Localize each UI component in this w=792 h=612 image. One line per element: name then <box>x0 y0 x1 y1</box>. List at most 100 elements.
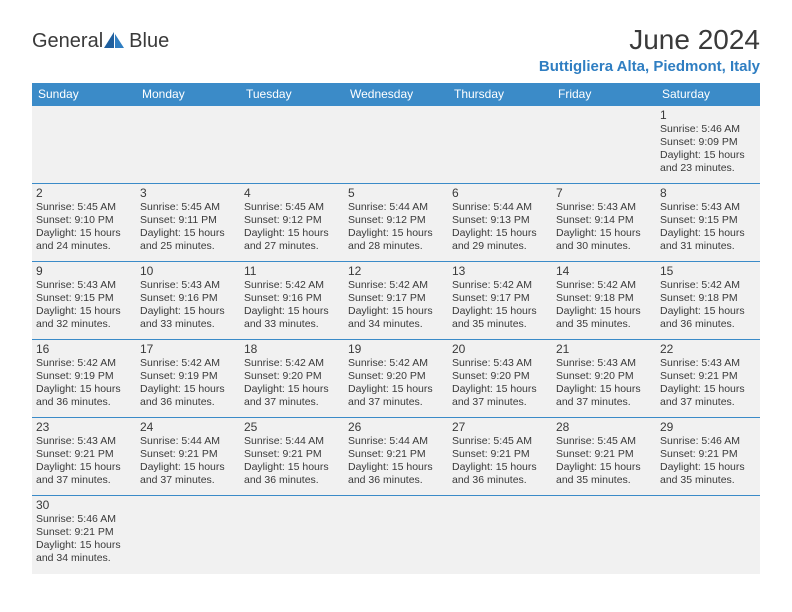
daylight-text: Daylight: 15 hours and 37 minutes. <box>556 383 652 409</box>
sunrise-text: Sunrise: 5:44 AM <box>348 435 444 448</box>
sunset-text: Sunset: 9:19 PM <box>36 370 132 383</box>
sunset-text: Sunset: 9:16 PM <box>244 292 340 305</box>
sunrise-text: Sunrise: 5:43 AM <box>36 279 132 292</box>
calendar-week-row: 9Sunrise: 5:43 AMSunset: 9:15 PMDaylight… <box>32 262 760 340</box>
sunset-text: Sunset: 9:19 PM <box>140 370 236 383</box>
day-number: 15 <box>660 264 756 278</box>
calendar-day-cell <box>240 106 344 184</box>
sunrise-text: Sunrise: 5:44 AM <box>244 435 340 448</box>
sunset-text: Sunset: 9:21 PM <box>452 448 548 461</box>
day-number: 25 <box>244 420 340 434</box>
day-number: 1 <box>660 108 756 122</box>
calendar-day-cell: 30Sunrise: 5:46 AMSunset: 9:21 PMDayligh… <box>32 496 136 574</box>
brand-name-a: General <box>32 30 103 53</box>
daylight-text: Daylight: 15 hours and 36 minutes. <box>140 383 236 409</box>
calendar-day-cell: 19Sunrise: 5:42 AMSunset: 9:20 PMDayligh… <box>344 340 448 418</box>
daylight-text: Daylight: 15 hours and 37 minutes. <box>140 461 236 487</box>
day-number: 30 <box>36 498 132 512</box>
daylight-text: Daylight: 15 hours and 36 minutes. <box>452 461 548 487</box>
day-number: 9 <box>36 264 132 278</box>
daylight-text: Daylight: 15 hours and 37 minutes. <box>452 383 548 409</box>
calendar-day-cell: 9Sunrise: 5:43 AMSunset: 9:15 PMDaylight… <box>32 262 136 340</box>
calendar-week-row: 16Sunrise: 5:42 AMSunset: 9:19 PMDayligh… <box>32 340 760 418</box>
sunrise-text: Sunrise: 5:44 AM <box>140 435 236 448</box>
calendar-day-cell <box>136 106 240 184</box>
sunset-text: Sunset: 9:20 PM <box>556 370 652 383</box>
day-number: 4 <box>244 186 340 200</box>
day-number: 22 <box>660 342 756 356</box>
brand-name-b: Blue <box>129 30 169 53</box>
calendar-day-cell: 21Sunrise: 5:43 AMSunset: 9:20 PMDayligh… <box>552 340 656 418</box>
sunrise-text: Sunrise: 5:43 AM <box>452 357 548 370</box>
calendar-day-cell: 5Sunrise: 5:44 AMSunset: 9:12 PMDaylight… <box>344 184 448 262</box>
calendar-day-cell: 2Sunrise: 5:45 AMSunset: 9:10 PMDaylight… <box>32 184 136 262</box>
sunrise-text: Sunrise: 5:42 AM <box>244 357 340 370</box>
calendar-day-cell: 27Sunrise: 5:45 AMSunset: 9:21 PMDayligh… <box>448 418 552 496</box>
calendar-day-cell: 7Sunrise: 5:43 AMSunset: 9:14 PMDaylight… <box>552 184 656 262</box>
sunset-text: Sunset: 9:21 PM <box>36 526 132 539</box>
day-number: 23 <box>36 420 132 434</box>
sunset-text: Sunset: 9:21 PM <box>660 370 756 383</box>
sunset-text: Sunset: 9:20 PM <box>452 370 548 383</box>
calendar-day-cell: 11Sunrise: 5:42 AMSunset: 9:16 PMDayligh… <box>240 262 344 340</box>
sunset-text: Sunset: 9:17 PM <box>348 292 444 305</box>
sunset-text: Sunset: 9:21 PM <box>556 448 652 461</box>
sunset-text: Sunset: 9:16 PM <box>140 292 236 305</box>
sunset-text: Sunset: 9:20 PM <box>244 370 340 383</box>
daylight-text: Daylight: 15 hours and 37 minutes. <box>36 461 132 487</box>
sail-icon <box>103 31 125 52</box>
calendar-day-cell: 16Sunrise: 5:42 AMSunset: 9:19 PMDayligh… <box>32 340 136 418</box>
calendar-day-cell: 25Sunrise: 5:44 AMSunset: 9:21 PMDayligh… <box>240 418 344 496</box>
day-number: 12 <box>348 264 444 278</box>
sunrise-text: Sunrise: 5:45 AM <box>452 435 548 448</box>
weekday-header: Saturday <box>656 83 760 106</box>
daylight-text: Daylight: 15 hours and 35 minutes. <box>452 305 548 331</box>
calendar-day-cell: 14Sunrise: 5:42 AMSunset: 9:18 PMDayligh… <box>552 262 656 340</box>
sunset-text: Sunset: 9:09 PM <box>660 136 756 149</box>
calendar-week-row: 30Sunrise: 5:46 AMSunset: 9:21 PMDayligh… <box>32 496 760 574</box>
calendar-table: Sunday Monday Tuesday Wednesday Thursday… <box>32 83 760 574</box>
day-number: 21 <box>556 342 652 356</box>
calendar-day-cell: 26Sunrise: 5:44 AMSunset: 9:21 PMDayligh… <box>344 418 448 496</box>
calendar-day-cell: 23Sunrise: 5:43 AMSunset: 9:21 PMDayligh… <box>32 418 136 496</box>
day-number: 6 <box>452 186 548 200</box>
daylight-text: Daylight: 15 hours and 23 minutes. <box>660 149 756 175</box>
daylight-text: Daylight: 15 hours and 36 minutes. <box>348 461 444 487</box>
sunset-text: Sunset: 9:12 PM <box>244 214 340 227</box>
calendar-day-cell <box>552 496 656 574</box>
sunset-text: Sunset: 9:21 PM <box>36 448 132 461</box>
calendar-day-cell <box>448 106 552 184</box>
sunset-text: Sunset: 9:11 PM <box>140 214 236 227</box>
calendar-day-cell: 3Sunrise: 5:45 AMSunset: 9:11 PMDaylight… <box>136 184 240 262</box>
daylight-text: Daylight: 15 hours and 28 minutes. <box>348 227 444 253</box>
sunrise-text: Sunrise: 5:43 AM <box>140 279 236 292</box>
sunset-text: Sunset: 9:15 PM <box>36 292 132 305</box>
weekday-header: Sunday <box>32 83 136 106</box>
sunset-text: Sunset: 9:20 PM <box>348 370 444 383</box>
calendar-day-cell: 8Sunrise: 5:43 AMSunset: 9:15 PMDaylight… <box>656 184 760 262</box>
day-number: 20 <box>452 342 548 356</box>
sunrise-text: Sunrise: 5:42 AM <box>140 357 236 370</box>
sunrise-text: Sunrise: 5:42 AM <box>348 279 444 292</box>
sunset-text: Sunset: 9:18 PM <box>660 292 756 305</box>
month-title: June 2024 <box>539 24 760 56</box>
sunrise-text: Sunrise: 5:42 AM <box>36 357 132 370</box>
calendar-day-cell: 29Sunrise: 5:46 AMSunset: 9:21 PMDayligh… <box>656 418 760 496</box>
sunrise-text: Sunrise: 5:46 AM <box>660 435 756 448</box>
daylight-text: Daylight: 15 hours and 37 minutes. <box>244 383 340 409</box>
daylight-text: Daylight: 15 hours and 35 minutes. <box>660 461 756 487</box>
calendar-day-cell <box>552 106 656 184</box>
sunrise-text: Sunrise: 5:43 AM <box>660 357 756 370</box>
sunrise-text: Sunrise: 5:42 AM <box>660 279 756 292</box>
calendar-day-cell <box>448 496 552 574</box>
daylight-text: Daylight: 15 hours and 33 minutes. <box>140 305 236 331</box>
calendar-day-cell: 24Sunrise: 5:44 AMSunset: 9:21 PMDayligh… <box>136 418 240 496</box>
daylight-text: Daylight: 15 hours and 34 minutes. <box>348 305 444 331</box>
sunset-text: Sunset: 9:17 PM <box>452 292 548 305</box>
sunrise-text: Sunrise: 5:46 AM <box>36 513 132 526</box>
calendar-day-cell: 15Sunrise: 5:42 AMSunset: 9:18 PMDayligh… <box>656 262 760 340</box>
day-number: 2 <box>36 186 132 200</box>
calendar-week-row: 23Sunrise: 5:43 AMSunset: 9:21 PMDayligh… <box>32 418 760 496</box>
day-number: 14 <box>556 264 652 278</box>
brand-logo: General Blue <box>32 24 169 53</box>
